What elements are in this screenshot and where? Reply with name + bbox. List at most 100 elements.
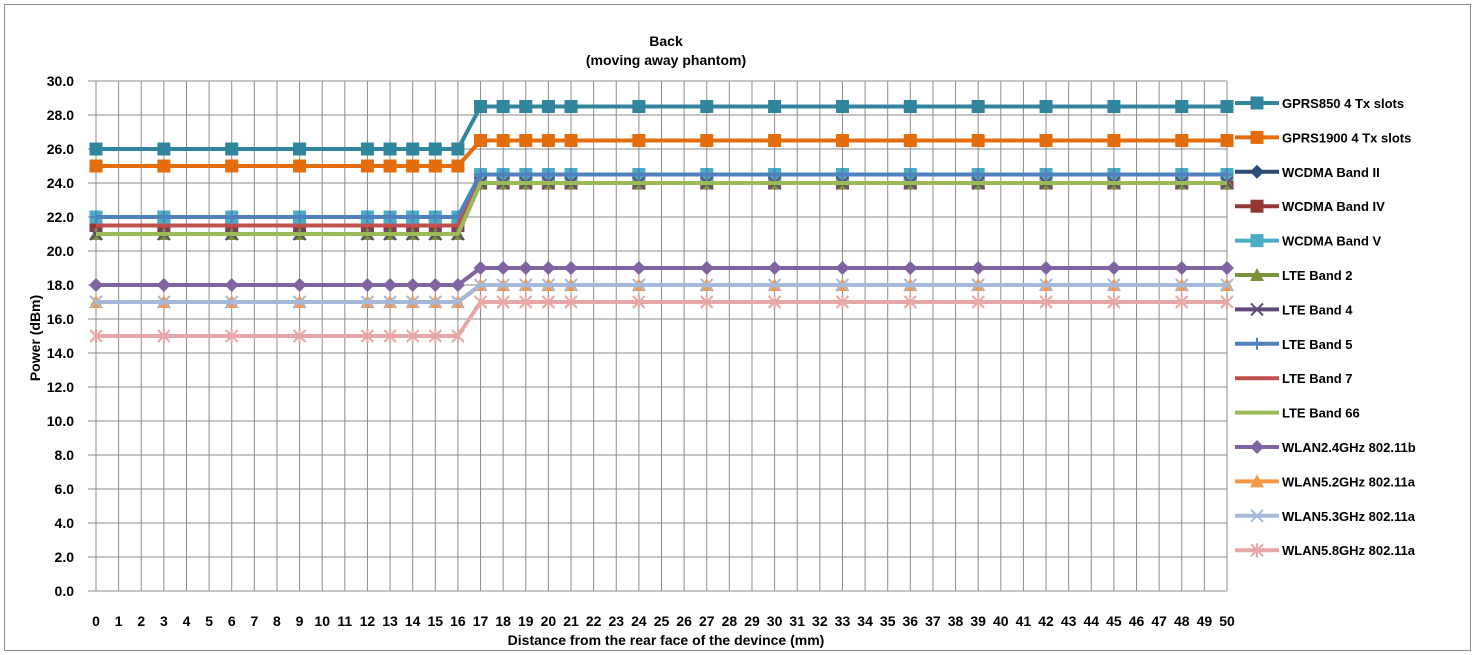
data-point xyxy=(903,295,918,309)
data-point xyxy=(90,211,102,223)
x-tick-label: 2 xyxy=(137,613,145,629)
data-point xyxy=(700,168,713,181)
y-tick-label: 16.0 xyxy=(47,311,74,327)
data-point xyxy=(564,278,578,292)
data-point xyxy=(971,261,986,275)
data-point xyxy=(496,134,510,147)
data-point xyxy=(972,168,985,181)
data-point xyxy=(428,159,442,173)
data-point xyxy=(1040,168,1053,181)
data-point xyxy=(768,100,782,113)
data-point xyxy=(1250,130,1264,144)
x-tick-label: 50 xyxy=(1219,613,1235,629)
series-line xyxy=(96,172,1227,219)
data-point xyxy=(428,329,443,343)
data-point xyxy=(405,278,420,292)
data-point xyxy=(903,134,917,147)
x-tick-label: 36 xyxy=(903,613,919,629)
x-tick-label: 41 xyxy=(1016,613,1032,629)
data-point xyxy=(293,142,307,156)
data-point xyxy=(519,100,533,113)
data-point xyxy=(383,295,397,309)
data-point xyxy=(497,168,510,181)
series-10 xyxy=(89,261,1234,292)
data-point xyxy=(292,278,307,292)
legend-item: WLAN5.3GHz 802.11a xyxy=(1235,509,1416,524)
data-point xyxy=(632,100,646,113)
chart-title: Back xyxy=(649,33,683,49)
data-point xyxy=(767,261,782,275)
legend-item: LTE Band 7 xyxy=(1235,371,1353,386)
y-tick-label: 26.0 xyxy=(47,141,74,157)
data-point xyxy=(632,278,646,292)
x-tick-label: 3 xyxy=(160,613,168,629)
legend-item: GPRS850 4 Tx slots xyxy=(1235,96,1404,111)
y-tick-label: 0.0 xyxy=(55,583,75,599)
data-point xyxy=(519,278,533,292)
data-point xyxy=(1220,278,1234,292)
x-tick-label: 25 xyxy=(654,613,670,629)
x-tick-label: 0 xyxy=(92,613,100,629)
data-point xyxy=(971,100,985,113)
x-tick-label: 32 xyxy=(812,613,828,629)
x-tick-label: 11 xyxy=(337,613,352,629)
data-point xyxy=(564,134,578,147)
data-point xyxy=(1175,278,1189,292)
data-point xyxy=(292,329,307,343)
data-point xyxy=(89,295,103,309)
data-point xyxy=(384,211,397,223)
legend-label: WLAN2.4GHz 802.11b xyxy=(1282,440,1416,455)
x-tick-label: 20 xyxy=(541,613,557,629)
data-point xyxy=(157,142,171,156)
data-point xyxy=(541,100,555,113)
y-tick-label: 30.0 xyxy=(47,73,74,89)
data-point xyxy=(1107,278,1121,292)
x-tick-label: 22 xyxy=(586,613,602,629)
data-point xyxy=(360,278,375,292)
data-point xyxy=(564,100,578,113)
data-point xyxy=(496,261,511,275)
data-point xyxy=(700,134,714,147)
data-point xyxy=(542,168,555,181)
data-point xyxy=(89,159,103,173)
data-point xyxy=(541,295,556,309)
data-point xyxy=(89,329,103,343)
data-point xyxy=(700,295,714,309)
data-point xyxy=(405,329,420,343)
data-point xyxy=(406,211,419,223)
data-point xyxy=(360,295,375,309)
x-tick-label: 37 xyxy=(925,613,941,629)
x-tick-label: 7 xyxy=(250,613,258,629)
x-tick-label: 13 xyxy=(382,613,398,629)
data-point xyxy=(564,295,578,309)
data-point xyxy=(293,211,306,223)
x-tick-label: 38 xyxy=(948,613,964,629)
data-point xyxy=(428,295,443,309)
x-tick-label: 39 xyxy=(970,613,986,629)
legend-item: WCDMA Band V xyxy=(1235,234,1382,249)
data-point xyxy=(903,261,918,275)
data-point xyxy=(1250,440,1264,454)
series-line xyxy=(96,104,1227,151)
data-point xyxy=(1039,278,1053,292)
data-point xyxy=(474,100,488,113)
data-point xyxy=(292,295,307,309)
data-point xyxy=(225,211,238,223)
data-point xyxy=(971,134,985,147)
data-point xyxy=(835,295,850,309)
data-point xyxy=(1107,100,1121,113)
data-point xyxy=(474,134,488,147)
data-point xyxy=(383,329,397,343)
data-point xyxy=(157,329,171,343)
x-tick-label: 15 xyxy=(428,613,444,629)
data-point xyxy=(450,278,465,292)
y-tick-label: 14.0 xyxy=(47,345,74,361)
data-point xyxy=(89,278,103,292)
x-tick-label: 33 xyxy=(835,613,851,629)
data-point xyxy=(1250,268,1264,281)
x-tick-label: 40 xyxy=(993,613,1009,629)
data-point xyxy=(541,134,555,147)
data-point xyxy=(700,278,714,292)
x-tick-label: 5 xyxy=(205,613,213,629)
